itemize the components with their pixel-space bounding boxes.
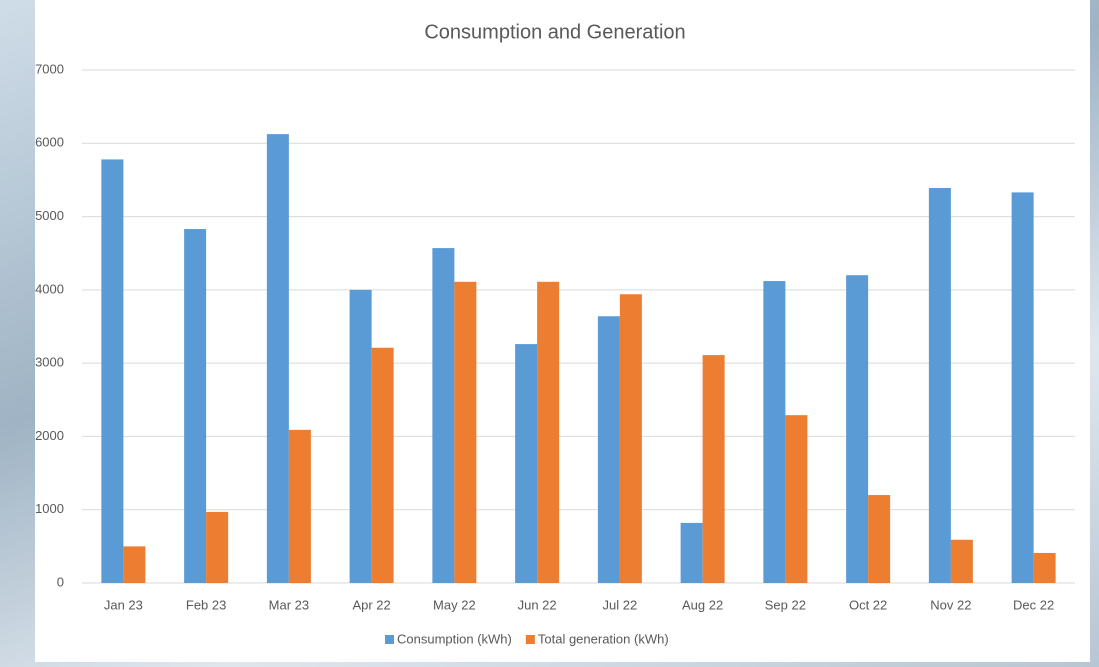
bar <box>432 248 454 583</box>
bar <box>951 540 973 583</box>
bar <box>620 294 642 583</box>
x-tick-label: Jul 22 <box>603 597 638 612</box>
bar <box>515 344 537 583</box>
x-tick-label: Sep 22 <box>765 597 806 612</box>
bar <box>763 281 785 583</box>
y-tick-label: 1000 <box>35 501 64 516</box>
bar <box>1034 553 1056 583</box>
bar <box>846 275 868 583</box>
legend-marker <box>385 635 394 644</box>
y-tick-label: 4000 <box>35 281 64 296</box>
y-tick-label: 0 <box>57 574 64 589</box>
chart-title: Consumption and Generation <box>424 21 685 43</box>
bar <box>454 282 476 583</box>
bar <box>1012 192 1034 583</box>
page: {"chart_data": {"type": "bar", "title": … <box>0 0 1099 667</box>
bar <box>681 523 703 583</box>
bar <box>289 430 311 583</box>
y-tick-label: 6000 <box>35 135 64 150</box>
x-tick-label: Mar 23 <box>269 597 309 612</box>
bar <box>703 355 725 583</box>
y-tick-label: 5000 <box>35 208 64 223</box>
bar <box>598 316 620 583</box>
bar <box>929 188 951 583</box>
bar <box>372 348 394 583</box>
y-tick-label: 7000 <box>35 61 64 76</box>
x-tick-label: Oct 22 <box>849 597 887 612</box>
x-tick-label: Nov 22 <box>930 597 971 612</box>
bar <box>123 546 145 583</box>
bar <box>785 415 807 583</box>
legend-label: Consumption (kWh) <box>397 631 512 646</box>
bar <box>537 282 559 583</box>
x-tick-label: Aug 22 <box>682 597 723 612</box>
bar <box>101 159 123 583</box>
x-tick-label: Jan 23 <box>104 597 143 612</box>
bar <box>350 290 372 583</box>
bar <box>184 229 206 583</box>
x-tick-label: Feb 23 <box>186 597 226 612</box>
x-tick-label: May 22 <box>433 597 476 612</box>
x-tick-label: Apr 22 <box>352 597 390 612</box>
y-tick-label: 2000 <box>35 428 64 443</box>
x-tick-label: Jun 22 <box>518 597 557 612</box>
legend-label: Total generation (kWh) <box>538 631 669 646</box>
bar <box>206 512 228 583</box>
chart: Consumption and Generation 0 1000 2000 3000… <box>0 0 1099 667</box>
bar <box>868 495 890 583</box>
y-tick-label: 3000 <box>35 355 64 370</box>
bar <box>267 134 289 583</box>
x-tick-label: Dec 22 <box>1013 597 1054 612</box>
legend-marker <box>526 635 535 644</box>
